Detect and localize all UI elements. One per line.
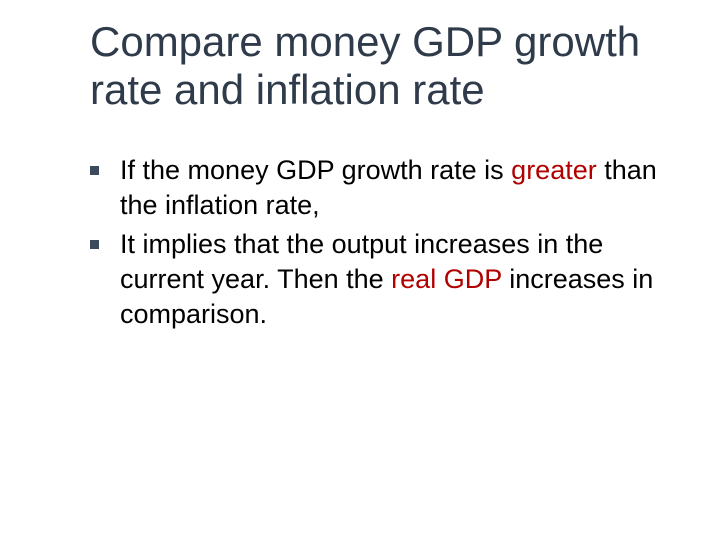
bullet-text-highlight: real GDP — [391, 264, 502, 294]
slide-title: Compare money GDP growth rate and inflat… — [90, 18, 670, 115]
slide: Compare money GDP growth rate and inflat… — [0, 0, 720, 540]
list-item: If the money GDP growth rate is greater … — [120, 153, 670, 223]
bullet-text-pre: If the money GDP growth rate is — [120, 155, 511, 185]
bullet-text-highlight: greater — [511, 155, 597, 185]
list-item: It implies that the output increases in … — [120, 227, 670, 332]
bullet-list: If the money GDP growth rate is greater … — [90, 153, 670, 332]
